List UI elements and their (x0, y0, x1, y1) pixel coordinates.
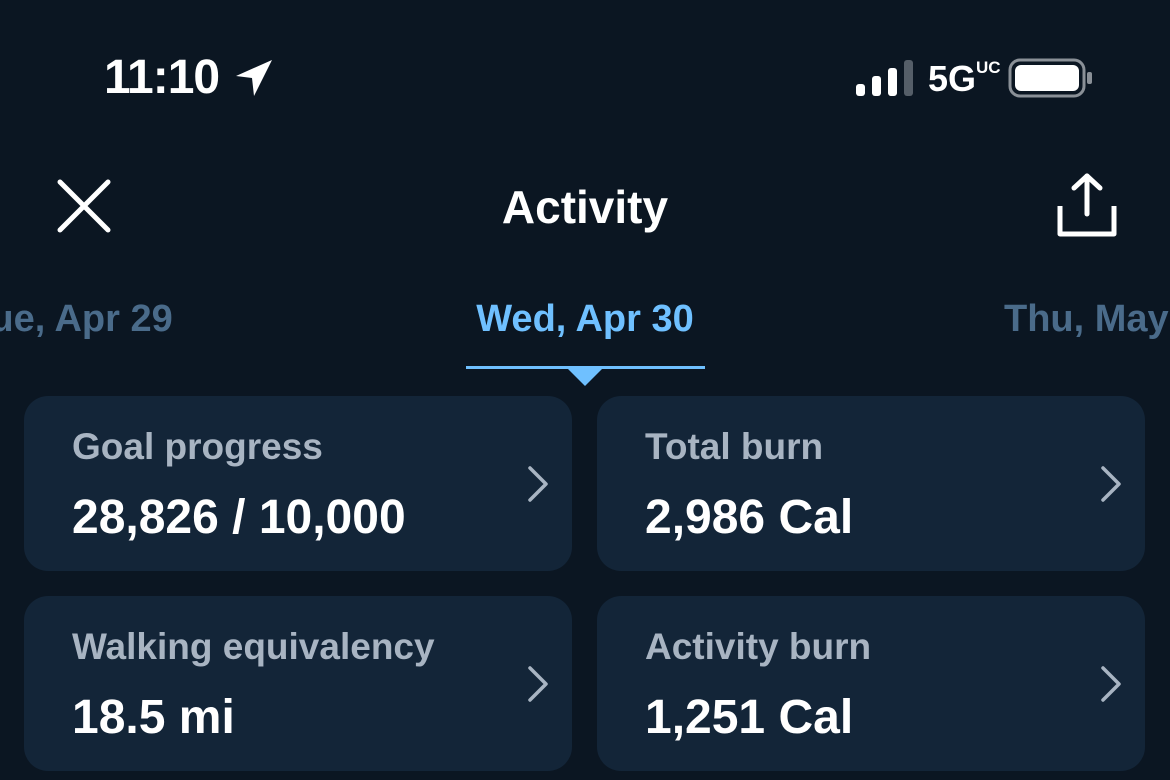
chevron-right-icon (528, 666, 548, 702)
chevron-right-icon (528, 466, 548, 502)
cellular-signal-icon (856, 60, 913, 96)
date-previous[interactable]: Tue, Apr 29 (0, 298, 173, 340)
date-selected-caret (567, 368, 603, 386)
chevron-right-icon (1101, 666, 1121, 702)
page-title: Activity (501, 181, 669, 233)
card-value: 1,251 Cal (645, 691, 854, 744)
walking-equivalency-card[interactable]: Walking equivalency 18.5 mi (24, 596, 572, 771)
chevron-right-icon (1101, 466, 1121, 502)
card-value: 28,826 / 10,000 (72, 491, 406, 544)
status-bar: 11:10 5G UC (0, 0, 1170, 140)
activity-burn-card[interactable]: Activity burn 1,251 Cal (597, 596, 1145, 771)
network-type: 5G (928, 58, 977, 99)
share-icon[interactable] (1050, 168, 1124, 242)
date-current[interactable]: Wed, Apr 30 (476, 298, 694, 340)
card-value: 2,986 Cal (645, 491, 854, 544)
card-label: Total burn (645, 426, 824, 467)
card-value: 18.5 mi (72, 691, 235, 744)
card-label: Activity burn (645, 626, 872, 667)
date-selected-underline (466, 366, 705, 369)
goal-progress-card[interactable]: Goal progress 28,826 / 10,000 (24, 396, 572, 571)
location-arrow-icon (236, 60, 272, 96)
status-time: 11:10 (104, 51, 220, 104)
close-icon[interactable] (50, 172, 118, 240)
date-next[interactable]: Thu, May 1 (1004, 298, 1170, 340)
network-type-suffix: UC (976, 58, 1001, 77)
battery-icon (1008, 58, 1092, 98)
total-burn-card[interactable]: Total burn 2,986 Cal (597, 396, 1145, 571)
card-label: Walking equivalency (72, 626, 435, 667)
card-label: Goal progress (72, 426, 323, 467)
